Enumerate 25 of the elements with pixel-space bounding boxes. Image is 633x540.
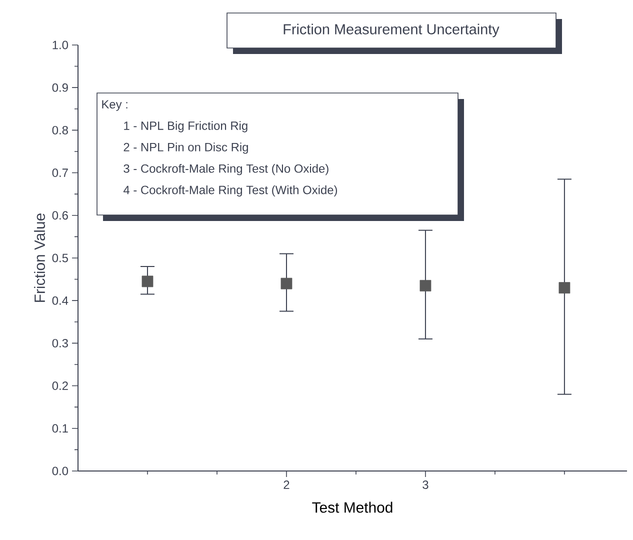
annotation: 1 - NPL Big Friction Rig [124,121,248,132]
y-tick-label: 0.1 [52,424,68,433]
y-tick-label: 0.6 [52,211,68,220]
annotation: 4 - Cockroft-Male Ring Test (With Oxide) [123,185,338,197]
point [558,282,570,294]
chart-title: Friction Measurement Uncertainty [284,24,500,38]
y-axis-title: Friction Value [34,214,46,302]
y-tick-label: 1.0 [52,40,68,50]
x-axis-title: Test Method [312,502,392,513]
y-tick-label: 0.9 [52,83,68,92]
y-tick-label: 0.3 [52,338,68,348]
annotation: Key : [102,100,128,111]
annotation: 2 - NPL Pin on Disc Rig [124,142,248,154]
point [280,278,292,290]
y-tick-label: 0.0 [52,466,68,476]
y-tick-label: 0.2 [52,382,68,390]
x-tick-label: 2 [284,480,290,489]
point [420,280,432,292]
y-tick-label: 0.8 [52,126,68,134]
annotation: 3 - Cockroft-Male Ring Test (No Oxide) [124,164,328,176]
y-tick-label: 0.7 [52,168,68,178]
x-tick-label: 3 [422,480,428,489]
y-tick-label: 0.4 [52,296,68,305]
y-tick-label: 0.5 [52,254,68,262]
point [142,276,154,288]
